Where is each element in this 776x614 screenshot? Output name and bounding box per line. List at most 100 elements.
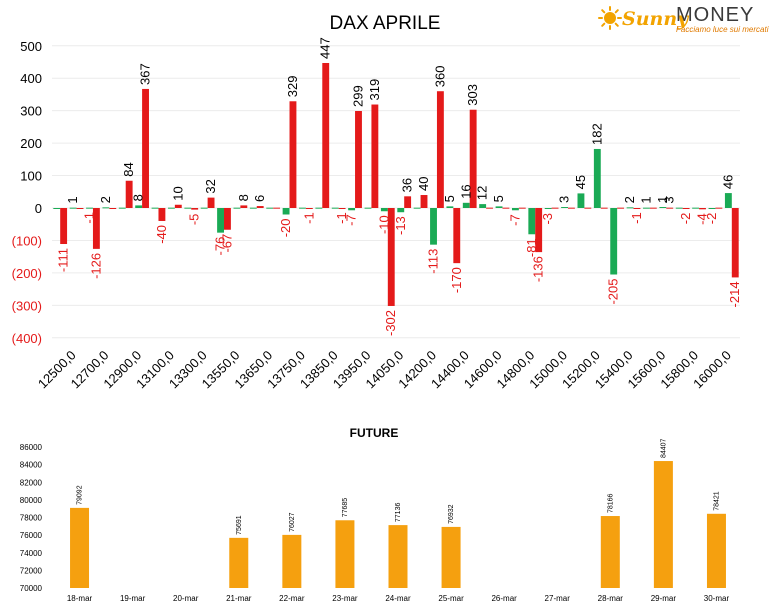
dax-data-label: 447 <box>318 37 333 59</box>
dax-data-label: -302 <box>383 310 398 336</box>
dax-data-label: -1 <box>82 212 97 224</box>
dax-bar-red <box>60 208 68 245</box>
dax-data-label: -113 <box>426 249 441 274</box>
future-data-label: 76932 <box>448 504 455 524</box>
dax-bar-red <box>404 196 412 208</box>
dax-data-label: -3 <box>540 213 555 225</box>
dax-bar-red <box>633 208 641 209</box>
dax-bar-green <box>724 193 732 208</box>
future-x-tick-label: 18-mar <box>67 594 93 603</box>
dax-bar-green <box>200 207 208 209</box>
dax-bar-red <box>584 207 592 209</box>
dax-bar-red <box>371 104 379 208</box>
dax-bar-red <box>666 207 674 209</box>
dax-bar-green <box>495 206 503 208</box>
dax-data-label: -136 <box>531 256 546 282</box>
future-data-label: 77136 <box>395 503 402 523</box>
future-y-tick-label: 82000 <box>20 478 43 487</box>
dax-data-label: -10 <box>376 215 391 234</box>
dax-y-tick-label: 100 <box>20 169 42 184</box>
dax-x-axis: 12500,012700,012900,013100,013300,013550… <box>35 348 734 392</box>
dax-gridlines <box>52 45 740 339</box>
dax-data-label: -170 <box>449 267 464 293</box>
dax-data-label: 10 <box>170 186 185 200</box>
dax-bar-red <box>715 207 723 209</box>
dax-bar-green <box>446 206 454 208</box>
dax-data-label: 12 <box>475 186 490 200</box>
dax-bar-red <box>109 208 117 209</box>
future-chart: FUTURE 86000 84000 82000 80000 78000 76000 740… <box>20 426 730 603</box>
dax-bar-red <box>289 101 297 208</box>
future-y-tick-label: 74000 <box>20 549 43 558</box>
dax-data-label: 32 <box>203 179 218 193</box>
future-x-tick-label: 26-mar <box>491 594 517 603</box>
future-y-tick-label: 72000 <box>20 566 43 575</box>
future-data-label: 75691 <box>236 515 243 535</box>
dax-bar-green <box>69 207 77 209</box>
future-chart-title: FUTURE <box>350 426 399 440</box>
future-bar <box>388 525 408 588</box>
dax-data-label: 3 <box>662 196 677 203</box>
dax-y-tick-label: (100) <box>12 233 42 248</box>
future-data-label: 84407 <box>660 438 667 458</box>
dax-bar-green <box>380 208 388 212</box>
future-y-tick-label: 76000 <box>20 531 43 540</box>
dax-bar-red <box>699 208 706 210</box>
dax-bar-green <box>151 207 159 209</box>
dax-data-label: -111 <box>56 248 71 272</box>
dax-data-label: 45 <box>573 175 588 189</box>
dax-bar-red <box>305 208 313 209</box>
dax-bar-green <box>643 207 650 209</box>
logo-tagline: Facciamo luce sui mercati <box>676 25 769 34</box>
future-x-tick-label: 24-mar <box>385 594 411 603</box>
future-bars: 79092 75691 76027 77685 77136 76932 78166 84407… <box>70 438 726 588</box>
dax-bar-green <box>626 207 634 209</box>
dax-bar-green <box>708 208 716 209</box>
dax-bar-green <box>315 207 323 209</box>
dax-bar-red <box>207 197 215 208</box>
dax-data-label: -67 <box>219 234 234 253</box>
dax-bar-green <box>135 205 143 208</box>
logo-brand-second: MONEY <box>676 4 755 26</box>
dax-data-label: -214 <box>727 281 742 307</box>
dax-bar-red <box>125 180 133 208</box>
dax-data-label: -81 <box>524 238 539 257</box>
future-x-tick-label: 27-mar <box>545 594 571 603</box>
future-x-tick-label: 25-mar <box>438 594 464 603</box>
dax-data-label: 299 <box>350 85 365 107</box>
dax-bar-green <box>233 207 241 209</box>
future-data-label: 76027 <box>289 512 296 532</box>
dax-bar-red <box>453 208 461 264</box>
future-data-label: 77685 <box>342 498 349 518</box>
future-x-tick-label: 19-mar <box>120 594 146 603</box>
dax-data-label: 1 <box>65 196 80 203</box>
dax-bar-red <box>486 207 493 209</box>
dax-data-label: 367 <box>138 63 153 85</box>
dax-y-tick-label: 500 <box>20 39 42 54</box>
dax-bar-red <box>355 111 362 208</box>
dax-data-label: 2 <box>98 196 113 203</box>
future-data-label: 79092 <box>77 485 84 505</box>
dax-data-label: 303 <box>465 84 480 106</box>
dax-data-label: 5 <box>442 195 457 202</box>
future-y-tick-label: 70000 <box>20 584 43 593</box>
dax-data-label: 40 <box>416 177 431 191</box>
dax-data-label: 360 <box>432 66 447 88</box>
dax-y-tick-label: (300) <box>12 298 42 313</box>
dax-bar-red <box>142 88 149 208</box>
future-y-tick-label: 84000 <box>20 461 43 470</box>
dax-bar-red <box>420 195 428 208</box>
dax-data-label: -7 <box>344 214 359 226</box>
dax-y-tick-label: 400 <box>20 71 42 86</box>
dax-bar-green <box>610 208 618 275</box>
dax-chart-title: DAX APRILE <box>330 13 441 34</box>
dax-bar-green <box>299 207 306 209</box>
dax-y-axis: 500 400 300 200 100 0 (100) (200) (300) (400) <box>12 39 42 346</box>
dax-data-label: 3 <box>557 196 572 203</box>
dax-data-label: 319 <box>367 79 382 101</box>
dax-bar-red <box>731 208 739 278</box>
dax-data-label: 5 <box>491 195 506 202</box>
dax-bar-red <box>273 207 281 209</box>
future-bar <box>335 520 355 588</box>
